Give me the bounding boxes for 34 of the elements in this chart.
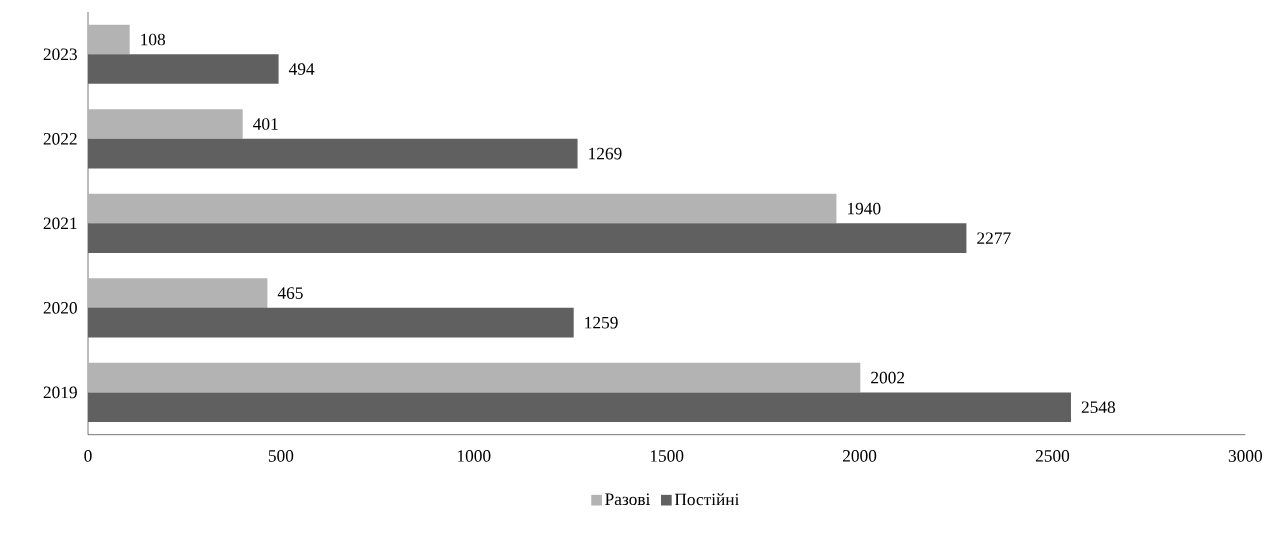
data-label: 1259: [585, 316, 618, 329]
bar: [88, 362, 861, 393]
bar: [88, 193, 837, 224]
x-tick-label: 500: [268, 450, 294, 462]
bar: [88, 138, 578, 169]
data-label: 2277: [977, 232, 1011, 244]
y-tick-label: 2021: [43, 217, 77, 230]
bar: [88, 109, 243, 139]
y-tick-label: 2022: [43, 132, 77, 145]
data-label: 1269: [589, 147, 622, 160]
y-tick-label: 2019: [43, 386, 77, 399]
legend-label: Постійні: [674, 493, 740, 506]
x-tick-label: 1500: [650, 450, 684, 462]
legend-label: Разові: [605, 493, 651, 506]
bar: [88, 392, 1071, 422]
x-tick-label: 2000: [842, 450, 877, 462]
data-label: 494: [288, 63, 315, 75]
data-label: 2548: [1081, 401, 1116, 414]
data-label: 108: [141, 33, 166, 46]
data-label: 2002: [871, 371, 905, 384]
bar: [88, 54, 279, 84]
bar: [88, 223, 967, 253]
x-tick-label: 0: [84, 450, 92, 462]
x-tick-label: 1000: [457, 450, 491, 462]
bar: [88, 24, 130, 55]
data-label: 465: [277, 287, 303, 299]
data-label: 401: [253, 118, 278, 130]
y-tick-label: 2020: [43, 302, 77, 314]
bar: [88, 307, 574, 338]
y-tick-label: 2023: [43, 48, 77, 61]
bar: [88, 278, 268, 308]
x-tick-label: 3000: [1228, 450, 1263, 462]
x-tick-label: 2500: [1035, 450, 1070, 462]
data-label: 1940: [847, 202, 881, 215]
